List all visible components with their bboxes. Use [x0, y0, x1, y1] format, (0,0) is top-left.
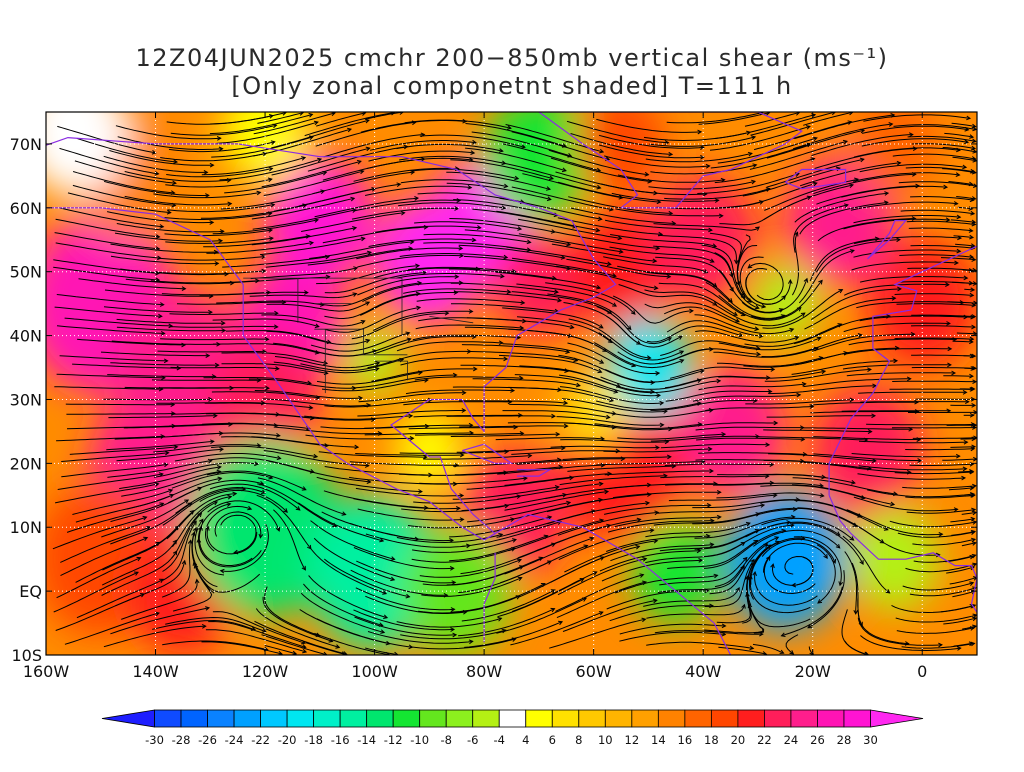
field-blob: [396, 412, 462, 489]
y-tick-label: 60N: [10, 199, 42, 218]
colorbar-label: -4: [494, 733, 505, 747]
colorbar-label: 18: [704, 733, 719, 747]
y-tick-label: EQ: [19, 582, 42, 601]
streamline: [152, 380, 260, 381]
colorbar-swatch: [208, 710, 235, 727]
colorbar-label: -24: [225, 733, 244, 747]
colorbar-swatch: [552, 710, 579, 727]
colorbar-swatch: [287, 710, 314, 727]
colorbar-label: 24: [784, 733, 799, 747]
colorbar-swatch: [499, 710, 526, 727]
colorbar-swatch: [579, 710, 606, 727]
colorbar-label: 20: [731, 733, 746, 747]
y-tick-label: 40N: [10, 327, 42, 346]
colorbar-label: 26: [810, 733, 825, 747]
colorbar-swatch: [791, 710, 818, 727]
x-tick-label: 100W: [351, 662, 398, 681]
y-tick-label: 10N: [10, 518, 42, 537]
y-tick-label: 20N: [10, 454, 42, 473]
y-tick-label: 10S: [11, 646, 42, 665]
x-tick-label: 40W: [685, 662, 721, 681]
colorbar-label: 16: [678, 733, 693, 747]
colorbar-label: 12: [625, 733, 640, 747]
streamline: [161, 388, 269, 389]
colorbar-label: -30: [145, 733, 164, 747]
colorbar-label: -20: [278, 733, 297, 747]
streamline: [943, 376, 973, 377]
streamline: [447, 416, 555, 417]
colorbar-swatch: [658, 710, 685, 727]
colorbar-label: -8: [440, 733, 451, 747]
colorbar-swatch: [817, 710, 844, 727]
colorbar-swatch: [234, 710, 261, 727]
colorbar-label: -26: [198, 733, 217, 747]
colorbar-label: -18: [304, 733, 323, 747]
colorbar-label: -10: [410, 733, 429, 747]
y-tick-label: 30N: [10, 390, 42, 409]
y-tick-label: 70N: [10, 135, 42, 154]
colorbar-swatch: [711, 710, 738, 727]
x-tick-label: 60W: [576, 662, 612, 681]
colorbar-swatch: [393, 710, 420, 727]
colorbar-swatch: [738, 710, 765, 727]
colorbar-label: 22: [757, 733, 772, 747]
streamline: [866, 424, 974, 425]
colorbar-swatch: [314, 710, 341, 727]
colorbar-swatch: [155, 710, 182, 727]
colorbar-swatch: [870, 710, 923, 727]
colorbar-swatch: [446, 710, 473, 727]
colorbar-label: 30: [863, 733, 878, 747]
x-tick-label: 140W: [132, 662, 179, 681]
colorbar-label: -12: [384, 733, 403, 747]
colorbar-label: 28: [837, 733, 852, 747]
colorbar-swatch: [420, 710, 447, 727]
colorbar-swatch: [605, 710, 632, 727]
colorbar-swatch: [844, 710, 871, 727]
streamline: [860, 402, 968, 403]
colorbar-label: 6: [549, 733, 556, 747]
colorbar-label: -14: [357, 733, 376, 747]
colorbar-swatch: [340, 710, 367, 727]
colorbar-swatch: [181, 710, 208, 727]
colorbar-swatch: [685, 710, 712, 727]
x-tick-label: 80W: [466, 662, 502, 681]
x-tick-label: 120W: [242, 662, 289, 681]
colorbar-swatch: [102, 710, 155, 727]
colorbar-label: -16: [331, 733, 350, 747]
colorbar-label: 10: [598, 733, 613, 747]
colorbar-label: -28: [172, 733, 191, 747]
streamline: [953, 341, 973, 342]
colorbar-label: 4: [522, 733, 529, 747]
colorbar-label: 8: [575, 733, 582, 747]
streamline: [104, 399, 213, 400]
colorbar-swatch: [367, 710, 394, 727]
colorbar-swatch: [526, 710, 553, 727]
colorbar-swatch: [632, 710, 659, 727]
colorbar: -30 -28 -26 -24 -22 -20 -18 -16 -14 -12 -10 -8 -6 -4 4…: [102, 710, 923, 747]
streamline: [892, 381, 976, 382]
colorbar-label: 14: [651, 733, 666, 747]
colorbar-swatch: [261, 710, 288, 727]
colorbar-swatch: [473, 710, 500, 727]
x-tick-label: 20W: [795, 662, 831, 681]
colorbar-swatch: [764, 710, 791, 727]
plot-area: [2, 67, 988, 656]
x-tick-label: 0: [917, 662, 927, 681]
colorbar-label: -6: [467, 733, 478, 747]
y-tick-label: 50N: [10, 263, 42, 282]
colorbar-label: -22: [251, 733, 270, 747]
